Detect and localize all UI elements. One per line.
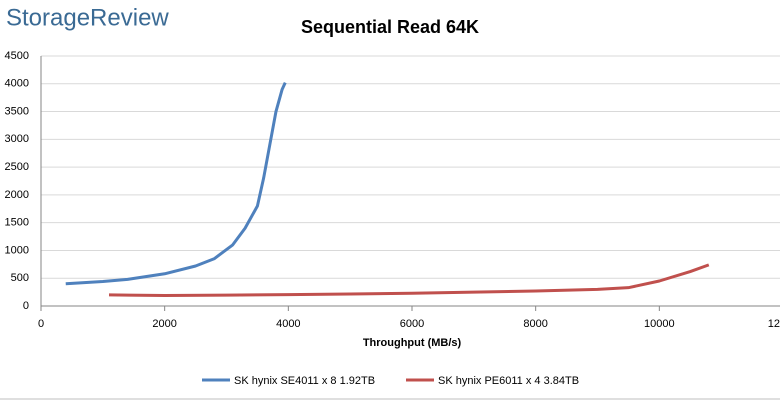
legend-label: SK hynix PE6011 x 4 3.84TB [438, 375, 579, 387]
series-line [65, 82, 287, 286]
y-tick-label: 2500 [5, 161, 29, 173]
logo: StorageReview [6, 4, 169, 31]
chart-title: Sequential Read 64K [301, 17, 479, 37]
x-tick-label: 10000 [644, 318, 675, 330]
y-tick-label: 4500 [5, 50, 29, 62]
x-tick-label: 8000 [523, 318, 547, 330]
y-tick-label: 3000 [5, 133, 29, 145]
y-tick-label: 1000 [5, 244, 29, 256]
y-tick-label: 1500 [5, 217, 29, 229]
x-tick-label: 12000 [768, 318, 780, 330]
y-tick-label: 3500 [5, 105, 29, 117]
y-tick-label: 500 [11, 272, 29, 284]
legend-label: SK hynix SE4011 x 8 1.92TB [234, 375, 375, 387]
x-tick-label: 4000 [276, 318, 300, 330]
x-tick-label: 0 [38, 318, 44, 330]
y-tick-label: 2000 [5, 189, 29, 201]
x-tick-label: 6000 [400, 318, 424, 330]
y-tick-label: 0 [23, 300, 29, 312]
x-tick-label: 2000 [152, 318, 176, 330]
x-axis-label: Throughput (MB/s) [363, 337, 462, 349]
series-line [109, 263, 710, 297]
y-tick-label: 4000 [5, 78, 29, 90]
